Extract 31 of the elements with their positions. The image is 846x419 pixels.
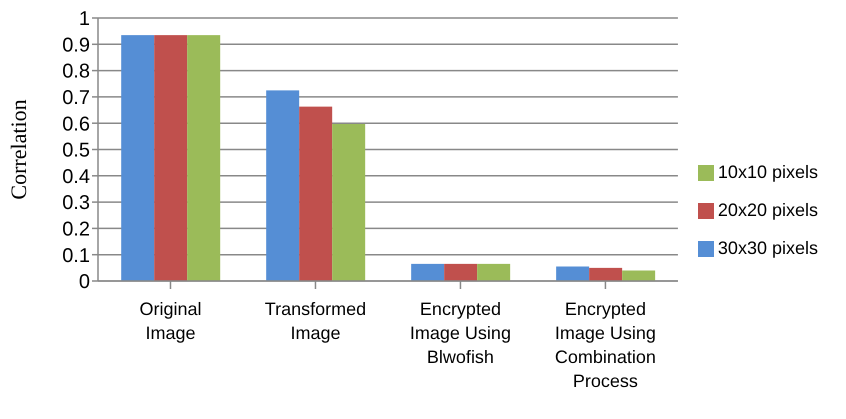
bar [332, 124, 366, 281]
y-tick-label: 0.3 [62, 192, 90, 214]
y-tick-label: 0.4 [62, 166, 90, 188]
bar [556, 266, 590, 281]
legend-label: 20x20 pixels [718, 200, 818, 220]
y-tick-label: 0.1 [62, 244, 90, 267]
bar [266, 90, 300, 281]
bar [622, 270, 656, 281]
bar [299, 106, 332, 281]
legend-label: 30x30 pixels [718, 238, 818, 258]
y-tick-label: 0.6 [62, 113, 90, 136]
x-tick-label: Original Image [139, 299, 202, 343]
y-tick-label: 0.8 [62, 60, 90, 83]
legend-label: 10x10 pixels [718, 162, 818, 182]
y-tick-label: 1 [78, 8, 90, 30]
y-tick-label: 0.5 [62, 140, 90, 162]
bar [411, 264, 444, 281]
y-tick-label: 0.7 [62, 87, 90, 109]
x-tick-label: Encrypted Image Using Combination Process [554, 299, 656, 391]
y-axis-title: Correlation [6, 99, 31, 200]
y-tick-label: 0.2 [62, 218, 90, 240]
x-tick-label: Transformed Image [264, 299, 366, 343]
x-tick-label: Encrypted Image Using Blwofish [410, 299, 511, 367]
bar [154, 35, 188, 281]
bar [477, 264, 510, 281]
bar [589, 268, 622, 281]
bar [121, 35, 154, 281]
bar [444, 264, 478, 281]
y-tick-label: 0.9 [62, 34, 90, 56]
bar [187, 35, 220, 281]
y-tick-label: 0 [78, 271, 90, 294]
